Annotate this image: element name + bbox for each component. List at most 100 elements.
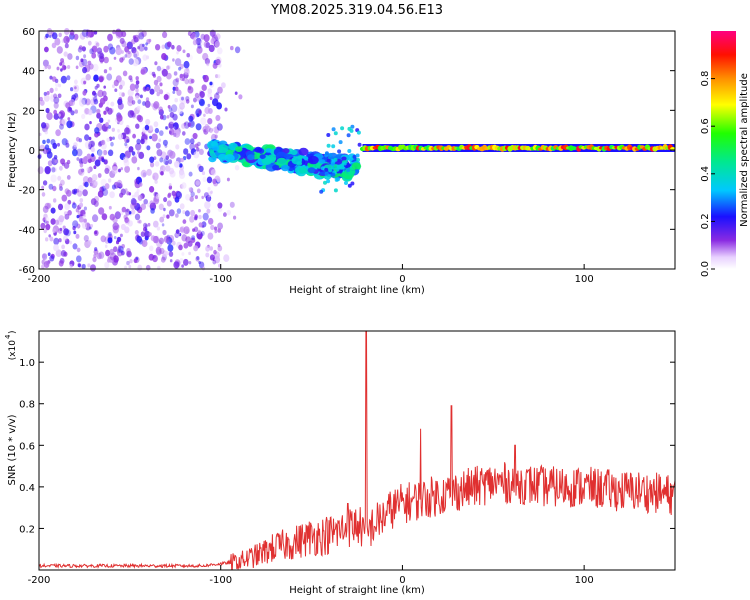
heatmap-cell	[199, 91, 205, 98]
heatmap-cell	[85, 73, 91, 81]
heatmap-cell	[50, 218, 56, 225]
heatmap-cell	[53, 93, 58, 99]
heatmap-cell	[99, 117, 104, 123]
heatmap-cell	[151, 133, 158, 142]
heatmap-cell	[46, 138, 51, 144]
heatmap-cell	[155, 246, 162, 255]
heatmap-cell	[224, 107, 228, 112]
heatmap-cell	[217, 228, 221, 233]
heatmap-cell	[139, 94, 143, 99]
heatmap-cell	[87, 158, 92, 164]
heatmap-cell	[207, 92, 212, 98]
heatmap-cell	[104, 244, 108, 248]
heatmap-cell	[107, 33, 113, 42]
heatmap-cell	[319, 189, 324, 194]
heatmap-cell	[336, 177, 340, 182]
heatmap-cell	[45, 237, 49, 242]
heatmap-cell	[337, 149, 342, 154]
heatmap-cell	[200, 230, 205, 236]
heatmap-cell	[66, 120, 73, 129]
heatmap-cell	[75, 233, 80, 239]
heatmap-cell	[138, 151, 145, 159]
heatmap-cell	[351, 162, 362, 170]
heatmap-cell	[212, 259, 217, 265]
heatmap-cell	[78, 138, 83, 143]
heatmap-cell	[172, 78, 179, 87]
heatmap-cell	[154, 127, 160, 134]
heatmap-cell	[42, 180, 48, 186]
heatmap-cell	[165, 251, 170, 256]
heatmap-cell	[163, 207, 166, 212]
heatmap-cell	[128, 192, 132, 196]
heatmap-cell	[105, 249, 111, 257]
heatmap-cell	[97, 173, 102, 178]
heatmap-cell	[96, 112, 101, 119]
heatmap-cell	[298, 147, 309, 156]
heatmap-cell	[153, 121, 159, 128]
heatmap-cell	[189, 196, 194, 202]
heatmap-cell	[107, 119, 111, 123]
heatmap-cell	[155, 142, 161, 149]
heatmap-cell	[42, 59, 49, 67]
heatmap-cell	[126, 260, 130, 266]
heatmap-cell	[128, 146, 134, 153]
heatmap-cell	[101, 213, 108, 221]
heatmap-cell	[124, 265, 128, 270]
heatmap-cell	[50, 174, 57, 183]
heatmap-cell	[154, 179, 158, 184]
heatmap-cell	[67, 53, 73, 60]
heatmap-cell	[138, 182, 143, 187]
heatmap-cell	[340, 126, 345, 131]
heatmap-cell	[153, 79, 159, 86]
heatmap-cell	[58, 32, 62, 38]
heatmap-cell	[67, 210, 72, 216]
heatmap-cell	[78, 45, 83, 50]
heatmap-cell	[76, 247, 81, 253]
heatmap-cell	[152, 172, 159, 181]
heatmap-cell	[203, 113, 206, 118]
heatmap-cell	[73, 142, 78, 148]
heatmap-cell	[215, 56, 222, 65]
heatmap-cell	[197, 43, 202, 49]
heatmap-cell	[51, 76, 57, 82]
heatmap-cell	[121, 244, 125, 249]
heatmap-cell	[159, 130, 164, 137]
heatmap-cell	[169, 150, 176, 159]
heatmap-cell	[61, 162, 65, 167]
heatmap-cell	[212, 145, 220, 151]
heatmap-cell	[110, 101, 115, 107]
heatmap-cell	[179, 171, 186, 180]
heatmap-cell	[97, 51, 104, 59]
heatmap-cell	[83, 54, 87, 59]
heatmap-cell	[40, 222, 46, 230]
heatmap-cell	[200, 117, 207, 125]
heatmap-cell	[131, 194, 136, 200]
heatmap-cell	[104, 183, 110, 190]
heatmap-cell	[114, 211, 121, 220]
heatmap-cell	[57, 142, 60, 147]
heatmap-cell	[85, 98, 91, 106]
heatmap-cell	[159, 82, 163, 87]
heatmap-cell	[142, 43, 145, 48]
heatmap-cell	[298, 167, 308, 174]
heatmap-cell	[214, 129, 219, 134]
heatmap-cell	[49, 236, 54, 242]
heatmap-cell	[54, 81, 60, 87]
heatmap-cell	[194, 143, 199, 149]
heatmap-cell	[74, 79, 78, 85]
heatmap-cell	[117, 102, 124, 110]
heatmap-cell	[172, 58, 175, 62]
heatmap-cell	[162, 31, 168, 39]
heatmap-cell	[207, 103, 211, 108]
heatmap-cell	[331, 144, 336, 149]
heatmap-cell	[147, 222, 151, 227]
heatmap-cell	[207, 232, 214, 240]
heatmap-cell	[112, 136, 115, 140]
heatmap-cell	[84, 123, 90, 131]
heatmap-cell	[181, 264, 185, 268]
heatmap-cell	[115, 47, 123, 56]
heatmap-cell	[344, 181, 348, 185]
heatmap-cell	[187, 31, 192, 37]
heatmap-cell	[52, 228, 56, 234]
heatmap-cell	[202, 176, 207, 182]
